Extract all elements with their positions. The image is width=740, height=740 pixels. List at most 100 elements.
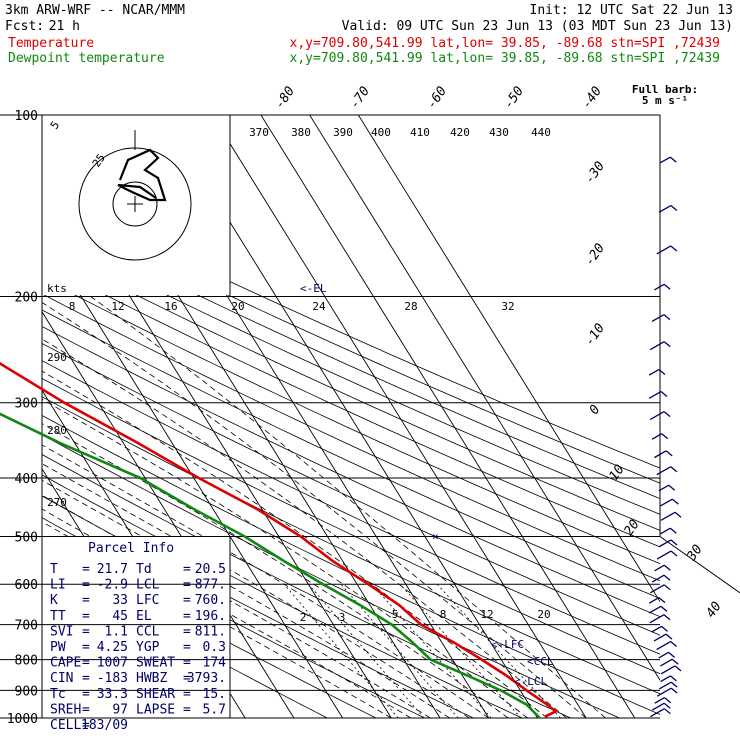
wind-barb — [650, 708, 665, 718]
isotherm-label: -80 — [272, 84, 298, 112]
parcel-eq: = — [82, 656, 90, 671]
parcel-key: Tc — [50, 687, 66, 702]
parcel-value: 15. — [203, 687, 226, 702]
dry-adiabat — [42, 262, 660, 548]
parcel-key: SHEAR — [136, 687, 175, 702]
wind-barb — [660, 605, 668, 612]
parcel-key: YGP — [136, 640, 160, 655]
wind-barb — [660, 156, 671, 164]
isotherm-label: 0 — [587, 402, 604, 417]
parcel-value: 5.7 — [203, 702, 226, 717]
parcel-eq: = — [82, 578, 90, 593]
wind-barb — [674, 665, 682, 672]
parcel-value: 760. — [195, 593, 226, 608]
dry-adiabat — [42, 277, 660, 565]
wind-barb — [660, 527, 671, 535]
isotherm-label: -60 — [424, 84, 450, 112]
mixing-ratio-label: 2 — [300, 611, 307, 624]
parcel-key: SREH — [50, 702, 81, 717]
parcel-eq: = — [82, 718, 90, 733]
wind-barb — [669, 675, 677, 682]
parcel-key: CCL — [136, 624, 160, 639]
isotherm-label: -30 — [582, 159, 608, 187]
parcel-eq: = — [183, 562, 191, 577]
wind-barb — [651, 574, 665, 583]
mixing-ratio-upper-label: 16 — [164, 300, 177, 313]
parcel-background — [42, 537, 230, 718]
wind-barb — [660, 675, 671, 683]
dry-adiabat — [42, 326, 660, 618]
right-frame — [659, 115, 740, 594]
dry-adiabat — [42, 396, 660, 695]
wind-barb — [653, 633, 667, 642]
wind-barb — [660, 391, 668, 398]
parcel-value: 45 — [112, 609, 128, 624]
parcel-key: HWBZ — [136, 671, 167, 686]
wind-barb — [665, 633, 673, 640]
dry-adiabat — [42, 414, 660, 715]
parcel-key: Td — [136, 562, 152, 577]
parcel-value: 183/09 — [81, 718, 128, 733]
level-annotation: <-LCL — [514, 675, 547, 688]
parcel-value: 1007 — [97, 656, 128, 671]
dry-adiabat — [42, 342, 660, 636]
isotherm-label: 10 — [606, 462, 627, 484]
wind-barb — [648, 390, 662, 399]
parcel-value: 33.3 — [97, 687, 128, 702]
wind-barb — [658, 484, 670, 492]
parcel-value: 97 — [112, 702, 128, 717]
level-annotation: <-LFC — [491, 638, 524, 651]
mixing-ratio-line — [340, 583, 459, 718]
parcel-key: SVI — [50, 624, 73, 639]
dry-adiabat — [42, 203, 660, 484]
wind-barb — [669, 527, 677, 534]
mixing-ratio-upper-label: 20 — [231, 300, 244, 313]
wind-barb — [663, 614, 671, 621]
wind-barb — [654, 283, 665, 291]
parcel-key: CAPE — [50, 656, 81, 671]
isotherm-line — [211, 115, 587, 718]
parcel-eq: = — [82, 609, 90, 624]
parcel-key: EL — [136, 609, 152, 624]
pressure-tick-label: 500 — [15, 530, 38, 545]
theta-label: 410 — [410, 126, 430, 139]
isotherm-line — [42, 232, 343, 718]
hodograph-background — [42, 115, 230, 295]
wind-barb — [658, 651, 669, 659]
parcel-value: 20.5 — [195, 562, 226, 577]
dry-adiabat — [42, 247, 660, 531]
parcel-eq: = — [183, 593, 191, 608]
wind-barb — [670, 687, 678, 694]
parcel-value: 0.3 — [203, 640, 226, 655]
pressure-tick-label: 200 — [15, 291, 38, 306]
wind-barb — [665, 450, 673, 457]
dry-adiabat — [42, 232, 660, 515]
isotherm-label: -70 — [347, 84, 373, 112]
mixing-ratio-upper-label: 8 — [69, 300, 76, 313]
parcel-eq: = — [183, 640, 191, 655]
wind-barb — [658, 597, 666, 604]
wind-barb — [663, 574, 671, 581]
parcel-eq: = — [183, 578, 191, 593]
parcel-value: 174 — [203, 656, 227, 671]
wind-barb — [661, 625, 668, 632]
wind-barb — [663, 341, 671, 348]
parcel-key: CELL — [50, 718, 81, 733]
parcel-key: LAPSE — [136, 702, 175, 717]
mixing-ratio-upper-label: 24 — [312, 300, 326, 313]
parcel-eq: = — [183, 687, 191, 702]
wind-barb — [653, 450, 667, 459]
isotherm-label: 30 — [684, 542, 706, 564]
parcel-info-panel: Parcel Info T = 21.7 Td = 20.5 LI = -2.9 LCL = 877. K… — [50, 541, 226, 733]
wind-barb — [656, 640, 671, 651]
parcel-eq: = — [183, 609, 191, 624]
wind-barb — [658, 539, 672, 548]
wind-barb — [648, 605, 662, 614]
dry-adiabat — [42, 562, 328, 718]
parcel-key: K — [50, 593, 58, 608]
theta-label: 430 — [489, 126, 509, 139]
theta-label: 390 — [333, 126, 353, 139]
wind-barb — [674, 511, 682, 518]
wind-barb — [656, 245, 672, 255]
